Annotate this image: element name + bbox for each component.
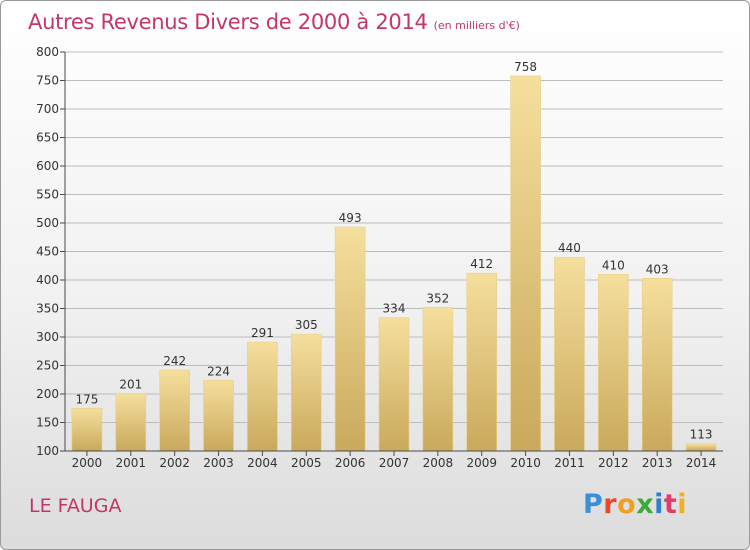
x-tick-label: 2005 <box>291 456 322 470</box>
data-label: 410 <box>602 258 625 272</box>
y-tick-label: 250 <box>36 359 59 373</box>
data-label: 291 <box>251 326 274 340</box>
data-label: 242 <box>163 354 186 368</box>
bar-2003 <box>203 380 234 452</box>
bar-2007 <box>378 317 410 452</box>
chart-unit-text: (en milliers d'€) <box>433 19 520 32</box>
logo-letter: r <box>603 489 618 520</box>
x-tick-label: 2010 <box>510 456 541 470</box>
x-tick-label: 2002 <box>159 456 190 470</box>
bar-2012 <box>598 273 629 452</box>
x-tick-label: 2014 <box>686 456 717 470</box>
bar-2008 <box>422 307 454 452</box>
bar-2006 <box>334 226 366 452</box>
chart-title-text: Autres Revenus Divers de 2000 à 2014 <box>28 10 428 34</box>
location-label: LE FAUGA <box>29 495 122 517</box>
logo-letter: o <box>617 489 637 520</box>
bar-2000 <box>71 407 103 452</box>
y-tick-label: 400 <box>36 273 59 287</box>
data-label: 201 <box>119 377 142 391</box>
data-label: 175 <box>75 392 98 406</box>
x-tick-label: 2013 <box>642 456 673 470</box>
x-tick-label: 2006 <box>335 456 366 470</box>
x-tick-label: 2000 <box>72 456 103 470</box>
labels: 100 150 200 250 300 350 400 450 500 550 600 650 700 7… <box>36 45 716 470</box>
y-tick-label: 450 <box>36 245 59 259</box>
x-tick-label: 2007 <box>379 456 410 470</box>
bar-2002 <box>159 369 190 452</box>
data-label: 403 <box>646 262 669 276</box>
data-label: 758 <box>514 60 537 74</box>
data-label: 440 <box>558 241 581 255</box>
bar-2001 <box>115 393 147 452</box>
x-tick-label: 2012 <box>598 456 629 470</box>
y-tick-label: 200 <box>36 387 59 401</box>
data-label: 352 <box>426 291 449 305</box>
x-tick-label: 2001 <box>116 456 147 470</box>
y-tick-label: 750 <box>36 74 59 88</box>
x-tick-label: 2004 <box>247 456 278 470</box>
bar-2009 <box>466 272 498 452</box>
y-tick-label: 300 <box>36 330 59 344</box>
y-tick-label: 650 <box>36 131 59 145</box>
logo-letter: x <box>636 489 655 520</box>
data-label: 412 <box>470 257 493 271</box>
x-tick-label: 2008 <box>423 456 454 470</box>
y-tick-label: 550 <box>36 188 59 202</box>
x-tick-label: 2003 <box>203 456 234 470</box>
bars <box>71 75 717 452</box>
x-tick-label: 2011 <box>554 456 585 470</box>
data-label: 334 <box>383 302 406 316</box>
chart-title: Autres Revenus Divers de 2000 à 2014 (en … <box>28 10 520 34</box>
axes <box>60 51 723 456</box>
data-label: 113 <box>690 428 713 442</box>
y-tick-label: 800 <box>36 45 59 59</box>
bar-2004 <box>247 341 278 452</box>
logo-letter: t <box>663 489 678 520</box>
y-tick-label: 100 <box>36 444 59 458</box>
bar-2011 <box>554 256 585 452</box>
bar-2014 <box>685 443 717 452</box>
data-label: 493 <box>339 211 362 225</box>
y-tick-label: 600 <box>36 159 59 173</box>
y-tick-label: 700 <box>36 102 59 116</box>
logo-letter: i <box>654 489 664 520</box>
y-tick-label: 500 <box>36 216 59 230</box>
x-tick-label: 2009 <box>466 456 497 470</box>
logo-letter: P <box>583 489 604 520</box>
proxiti-logo[interactable]: Proxiti <box>583 489 687 520</box>
data-label: 224 <box>207 364 230 378</box>
y-tick-label: 150 <box>36 416 59 430</box>
bar-2005 <box>290 333 322 452</box>
logo-letter: i <box>677 489 688 520</box>
y-tick-label: 350 <box>36 302 59 316</box>
bar-2010 <box>510 75 541 452</box>
data-label: 305 <box>295 318 318 332</box>
bar-2013 <box>641 277 673 452</box>
